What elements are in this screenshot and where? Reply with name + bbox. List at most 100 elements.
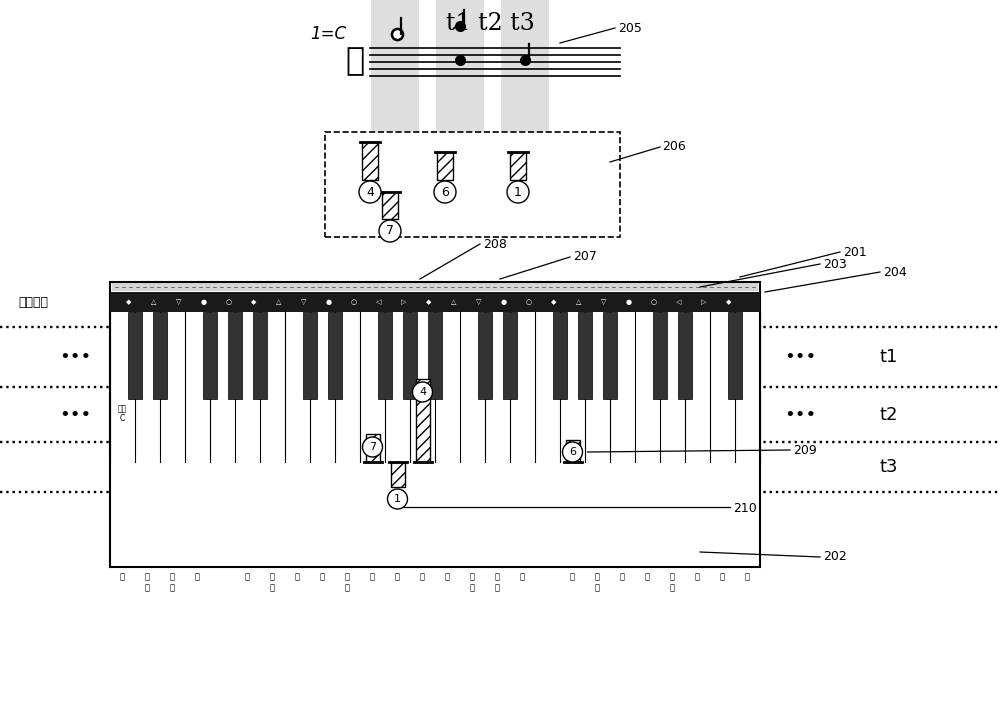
Text: 红: 红 bbox=[745, 572, 750, 581]
Text: 绿: 绿 bbox=[620, 572, 625, 581]
Bar bbox=[728, 312, 742, 399]
Text: 蓝: 蓝 bbox=[270, 583, 275, 592]
Bar bbox=[110, 292, 760, 312]
Bar bbox=[325, 132, 620, 237]
Text: 黄: 黄 bbox=[645, 572, 650, 581]
Text: ◆: ◆ bbox=[251, 299, 256, 305]
Text: ○: ○ bbox=[351, 299, 357, 305]
Text: 202: 202 bbox=[823, 550, 847, 563]
Bar bbox=[153, 312, 167, 399]
Text: ▽: ▽ bbox=[301, 299, 306, 305]
Text: ▽: ▽ bbox=[176, 299, 181, 305]
Bar bbox=[362, 142, 378, 180]
Text: 204: 204 bbox=[883, 266, 907, 278]
Bar bbox=[203, 312, 217, 399]
Text: ◁: ◁ bbox=[676, 299, 681, 305]
Bar bbox=[501, 0, 549, 136]
Text: 210: 210 bbox=[733, 501, 757, 515]
Text: 浅: 浅 bbox=[495, 572, 500, 581]
Text: ◆: ◆ bbox=[551, 299, 556, 305]
Text: ●: ● bbox=[326, 299, 332, 305]
Text: 红: 红 bbox=[145, 583, 150, 592]
Text: 1=C: 1=C bbox=[310, 25, 346, 43]
Text: 𝄞: 𝄞 bbox=[346, 46, 365, 78]
Text: 蓝: 蓝 bbox=[520, 572, 525, 581]
Text: 橙: 橙 bbox=[720, 572, 725, 581]
Text: 4: 4 bbox=[419, 387, 426, 397]
Text: 黑: 黑 bbox=[570, 572, 575, 581]
Text: 蓝: 蓝 bbox=[195, 572, 200, 581]
Text: 红: 红 bbox=[420, 572, 425, 581]
Bar bbox=[437, 152, 453, 180]
Bar bbox=[328, 312, 342, 399]
Bar bbox=[112, 283, 758, 291]
Bar bbox=[503, 312, 517, 399]
Circle shape bbox=[413, 382, 432, 402]
Bar bbox=[603, 312, 617, 399]
Text: 6: 6 bbox=[441, 186, 449, 199]
Text: ●: ● bbox=[501, 299, 507, 305]
Bar bbox=[566, 440, 580, 462]
Text: ▷: ▷ bbox=[701, 299, 706, 305]
Circle shape bbox=[379, 220, 401, 242]
Circle shape bbox=[562, 442, 582, 462]
Bar bbox=[128, 312, 142, 399]
Text: △: △ bbox=[151, 299, 156, 305]
Text: 205: 205 bbox=[618, 21, 642, 34]
Text: •••: ••• bbox=[784, 348, 816, 366]
Text: 208: 208 bbox=[483, 238, 507, 251]
Circle shape bbox=[359, 181, 381, 203]
Bar bbox=[366, 434, 380, 462]
Text: 蓝: 蓝 bbox=[345, 583, 350, 592]
Text: 201: 201 bbox=[843, 246, 867, 258]
Bar bbox=[371, 0, 419, 136]
Bar bbox=[110, 282, 760, 567]
Text: 紫: 紫 bbox=[445, 572, 450, 581]
Text: 浅: 浅 bbox=[345, 572, 350, 581]
Text: 红: 红 bbox=[470, 583, 475, 592]
Text: 黑: 黑 bbox=[245, 572, 250, 581]
Text: ◆: ◆ bbox=[126, 299, 131, 305]
Text: 7: 7 bbox=[369, 442, 376, 452]
Text: •••: ••• bbox=[59, 406, 91, 424]
Text: 1: 1 bbox=[514, 186, 522, 199]
Text: 粉: 粉 bbox=[145, 572, 150, 581]
Text: △: △ bbox=[451, 299, 456, 305]
Bar bbox=[578, 312, 592, 399]
Text: ○: ○ bbox=[651, 299, 657, 305]
Circle shape bbox=[388, 489, 408, 509]
Text: t3: t3 bbox=[880, 458, 898, 476]
Text: 浅: 浅 bbox=[670, 572, 675, 581]
Text: 浅: 浅 bbox=[270, 572, 275, 581]
Text: 紫: 紫 bbox=[120, 572, 125, 581]
Text: 4: 4 bbox=[366, 186, 374, 199]
Text: ○: ○ bbox=[526, 299, 532, 305]
Text: △: △ bbox=[576, 299, 581, 305]
Text: ●: ● bbox=[201, 299, 207, 305]
Text: 黄: 黄 bbox=[320, 572, 325, 581]
Bar bbox=[653, 312, 667, 399]
Text: 橙: 橙 bbox=[395, 572, 400, 581]
Circle shape bbox=[507, 181, 529, 203]
Bar bbox=[403, 312, 417, 399]
Text: 浅: 浅 bbox=[595, 572, 600, 581]
Bar bbox=[303, 312, 317, 399]
Text: 浅: 浅 bbox=[170, 572, 175, 581]
Text: △: △ bbox=[276, 299, 281, 305]
Text: •••: ••• bbox=[59, 348, 91, 366]
Text: ▷: ▷ bbox=[401, 299, 406, 305]
Text: 绿: 绿 bbox=[295, 572, 300, 581]
Bar bbox=[378, 312, 392, 399]
Text: t2: t2 bbox=[880, 406, 898, 424]
Bar bbox=[390, 462, 404, 487]
Text: t1: t1 bbox=[880, 348, 898, 366]
Bar bbox=[382, 192, 398, 219]
Text: ◆: ◆ bbox=[426, 299, 431, 305]
Text: 7: 7 bbox=[386, 224, 394, 238]
Text: 灰: 灰 bbox=[370, 572, 375, 581]
Text: ●: ● bbox=[626, 299, 632, 305]
Bar bbox=[228, 312, 242, 399]
Text: t1 t2 t3: t1 t2 t3 bbox=[446, 12, 534, 35]
Text: ◁: ◁ bbox=[376, 299, 381, 305]
Text: 203: 203 bbox=[823, 258, 847, 271]
